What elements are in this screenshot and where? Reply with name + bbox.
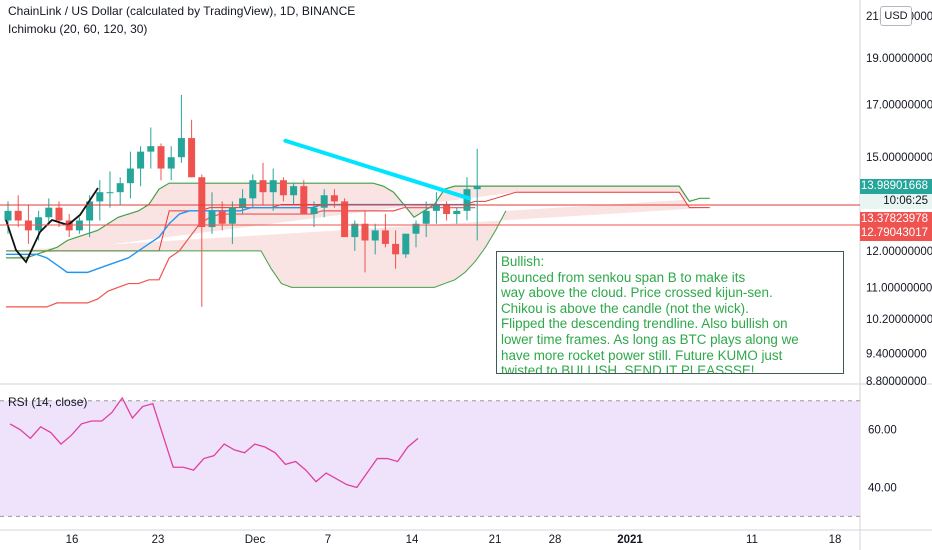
senkou-span-a [6, 182, 710, 259]
price-tag: 13.98901668 [860, 179, 932, 194]
candle-body [351, 223, 359, 238]
price-tick-label: 11.00000000 [866, 282, 932, 294]
rsi-label: RSI (14, close) [8, 395, 88, 409]
time-tick-label: 7 [325, 534, 331, 546]
candle-body [218, 210, 226, 224]
candle-body [137, 151, 145, 169]
candle-body [432, 204, 440, 211]
candle-body [35, 217, 43, 231]
candle-body [422, 210, 430, 224]
candle-body [228, 207, 236, 224]
price-tick-label: 17.00000000 [866, 100, 932, 112]
candle-body [239, 198, 247, 208]
candle-body [55, 207, 63, 221]
axes: 21.0000000019.0000000017.0000000015.0000… [66, 11, 932, 546]
candle-body [279, 180, 287, 196]
candle-body [341, 201, 349, 238]
candle-body [402, 233, 410, 255]
candle-body [463, 189, 471, 211]
hand-drawn-path [5, 187, 99, 264]
candle-body [208, 210, 216, 228]
candle-body [381, 230, 389, 244]
candle-body [300, 186, 308, 215]
currency-button[interactable]: USD [880, 6, 912, 26]
candle-body [147, 146, 155, 152]
annotation-note[interactable]: Bullish: Bounced from senkou span B to m… [496, 251, 844, 374]
candle-body [106, 192, 114, 194]
candle-body [14, 210, 22, 221]
senkou-lower-line [6, 210, 507, 288]
candle-body [177, 138, 185, 158]
descending-trendline [283, 138, 471, 201]
candle-body [473, 186, 481, 190]
candle-body [453, 210, 461, 215]
price-tag: 10:06:25 [860, 194, 932, 209]
time-tick-label: 14 [406, 534, 419, 546]
time-tick-label: Dec [245, 534, 266, 546]
candle-body [392, 243, 400, 255]
time-tick-label: 21 [489, 534, 502, 546]
candle-body [310, 207, 318, 215]
price-tick-label: 8.80000000 [866, 376, 927, 388]
candle-body [198, 177, 206, 228]
rsi-pane [0, 396, 860, 517]
rsi-tick-label: 60.00 [868, 425, 897, 437]
candle-body [157, 146, 165, 169]
indicator-label: Ichimoku (20, 60, 120, 30) [8, 22, 148, 36]
candle-body [269, 180, 277, 193]
time-tick-label: 16 [66, 534, 79, 546]
candle-body [320, 195, 328, 208]
candle-body [361, 223, 369, 241]
candle-body [259, 180, 267, 193]
price-tick-label: 12.00000000 [866, 246, 932, 258]
time-tick-label: 18 [829, 534, 842, 546]
candle-body [249, 180, 257, 199]
price-tick-label: 9.40000000 [866, 348, 927, 360]
rsi-line [9, 396, 419, 489]
kijun-sen [6, 207, 476, 308]
candle-body [126, 168, 134, 184]
candle-body [167, 157, 175, 169]
rsi-tick-label: 40.00 [868, 482, 897, 494]
price-tag: 13.37823978 [860, 212, 932, 227]
candle-body [45, 207, 53, 218]
candle-body [330, 195, 338, 202]
rsi-band [0, 400, 860, 517]
candle-body [412, 223, 420, 234]
candle-body [116, 183, 124, 193]
chart-title: ChainLink / US Dollar (calculated by Tra… [8, 4, 356, 18]
price-tick-label: 19.00000000 [866, 53, 932, 65]
price-tag: 12.79043017 [860, 226, 932, 241]
candle-body [290, 186, 298, 196]
candle-body [86, 201, 94, 221]
time-tick-label: 28 [549, 534, 562, 546]
price-tick-label: 10.20000000 [866, 314, 932, 326]
drawings [0, 138, 860, 264]
time-tick-label: 11 [746, 534, 758, 546]
time-tick-label: 23 [152, 534, 165, 546]
candle-body [443, 204, 451, 215]
price-tick-label: 15.00000000 [866, 152, 932, 164]
candle-body [4, 210, 12, 221]
time-tick-label: 2021 [617, 534, 643, 546]
candle-body [96, 192, 104, 202]
candle-body [188, 138, 196, 178]
candle-body [371, 230, 379, 241]
candles [4, 94, 481, 307]
